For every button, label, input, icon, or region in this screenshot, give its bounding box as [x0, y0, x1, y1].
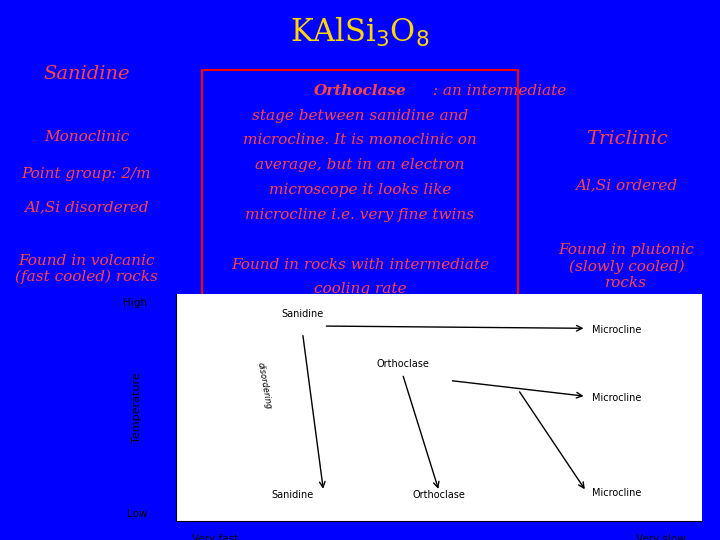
Text: Sanidine: Sanidine — [282, 309, 324, 319]
Text: microcline. It is monoclinic on: microcline. It is monoclinic on — [243, 133, 477, 147]
Text: Microcline: Microcline — [592, 488, 641, 498]
Text: Monoclinic: Monoclinic — [44, 130, 129, 144]
Text: disordering: disordering — [256, 361, 272, 410]
Text: Triclinic: Triclinic — [585, 130, 667, 147]
Text: High: High — [124, 299, 148, 308]
Bar — [202, 70, 518, 302]
Text: Found in plutonic
(slowly cooled)
rocks: Found in plutonic (slowly cooled) rocks — [559, 243, 694, 290]
Text: Temperature: Temperature — [132, 372, 142, 443]
Text: : an intermediate: : an intermediate — [428, 84, 567, 98]
Text: Sanidine: Sanidine — [271, 490, 313, 501]
Text: Orthoclase: Orthoclase — [314, 84, 406, 98]
Text: Found in volcanic
(fast cooled) rocks: Found in volcanic (fast cooled) rocks — [15, 254, 158, 285]
Text: Microcline: Microcline — [592, 393, 641, 403]
Text: cooling rate: cooling rate — [314, 282, 406, 296]
Text: Low: Low — [127, 509, 148, 519]
Text: Point group: 2/m: Point group: 2/m — [22, 167, 151, 181]
Text: microscope it looks like: microscope it looks like — [269, 183, 451, 197]
Text: stage between sanidine and: stage between sanidine and — [252, 109, 468, 123]
Text: microcline i.e. very fine twins: microcline i.e. very fine twins — [246, 208, 474, 222]
Text: Orthoclase: Orthoclase — [413, 490, 466, 501]
Text: average, but in an electron: average, but in an electron — [256, 158, 464, 172]
Text: Al,Si disordered: Al,Si disordered — [24, 200, 149, 214]
Text: Very fast: Very fast — [192, 534, 238, 540]
Text: Sanidine: Sanidine — [43, 65, 130, 83]
Text: KAlSi$_3$O$_8$: KAlSi$_3$O$_8$ — [290, 16, 430, 49]
Text: Microcline: Microcline — [592, 325, 641, 335]
Text: Found in rocks with intermediate: Found in rocks with intermediate — [231, 258, 489, 272]
Text: Al,Si ordered: Al,Si ordered — [575, 178, 678, 192]
Text: Orthoclase: Orthoclase — [376, 359, 429, 369]
Text: Very slow: Very slow — [636, 534, 686, 540]
